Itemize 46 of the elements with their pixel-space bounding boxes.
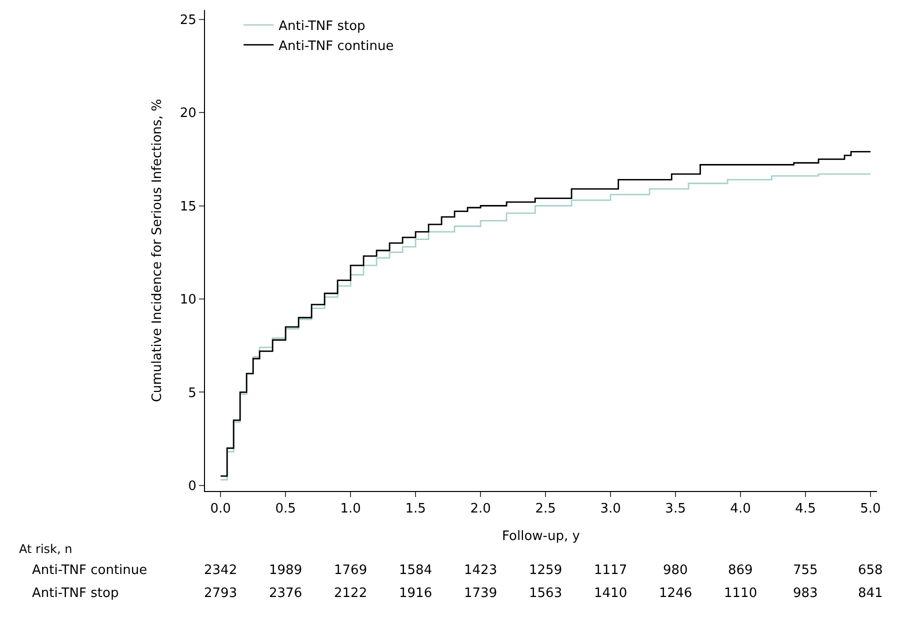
y-tick-label: 15: [180, 199, 196, 214]
x-tick-label: 1.0: [340, 502, 361, 517]
y-tick-label: 0: [188, 478, 196, 494]
x-tick-label: 0.5: [275, 502, 296, 517]
x-tick-label: 4.0: [730, 502, 751, 517]
x-tick-label: 0.0: [210, 502, 231, 517]
y-tick-label: 10: [180, 292, 196, 308]
text: Anti-TNF continue: [32, 563, 148, 578]
text: 869: [728, 563, 753, 578]
text: 2122: [334, 586, 368, 601]
text: 983: [793, 586, 818, 601]
text: 1916: [399, 586, 432, 601]
text: 1769: [334, 563, 368, 578]
text: 2793: [204, 586, 238, 601]
text: 2342: [204, 563, 238, 578]
text: 1584: [399, 563, 432, 578]
text: 1989: [269, 563, 302, 578]
x-tick-label: 2.5: [535, 502, 556, 517]
text: 1423: [464, 563, 498, 578]
text: 1117: [594, 563, 628, 578]
text: 2376: [269, 586, 302, 601]
text: 1739: [464, 586, 498, 601]
x-tick-label: 1.5: [405, 502, 426, 517]
legend-label: Anti-TNF continue: [278, 38, 394, 54]
x-tick-label: 5.0: [860, 502, 881, 517]
text: 980: [663, 563, 688, 578]
text: Anti-TNF stop: [32, 586, 119, 601]
y-tick-label: 20: [180, 106, 196, 122]
y-tick-label: 5: [188, 386, 196, 401]
text: At risk, n: [19, 542, 72, 556]
text: 755: [793, 563, 818, 578]
x-tick-label: 2.0: [470, 502, 491, 517]
x-tick-label: 4.5: [795, 502, 816, 517]
text: 1563: [529, 586, 562, 601]
text: 1259: [529, 563, 562, 578]
text: 1110: [724, 586, 758, 601]
x-tick-label: 3.5: [665, 502, 686, 517]
y-axis-title: Cumulative Incidence for Serious Infections, %: [150, 98, 165, 402]
text: 1246: [659, 586, 692, 601]
x-tick-label: 3.0: [600, 502, 621, 517]
x-axis-title: Follow-up, y: [502, 529, 580, 544]
text: 1410: [594, 586, 628, 601]
text: 658: [858, 563, 883, 578]
legend-label: Anti-TNF stop: [278, 19, 366, 34]
y-tick-label: 25: [180, 12, 196, 28]
text: 841: [858, 586, 883, 601]
